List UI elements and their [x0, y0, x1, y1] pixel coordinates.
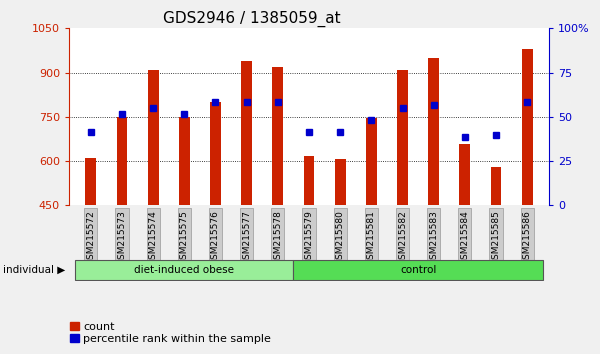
Bar — [460, 144, 470, 205]
Bar — [210, 102, 221, 205]
Bar — [272, 67, 283, 205]
Bar — [335, 159, 346, 205]
Bar — [522, 49, 533, 205]
Text: GDS2946 / 1385059_at: GDS2946 / 1385059_at — [163, 11, 341, 27]
Bar — [85, 158, 96, 205]
Bar — [428, 58, 439, 205]
Bar — [366, 118, 377, 205]
Bar — [304, 156, 314, 205]
FancyBboxPatch shape — [293, 259, 543, 280]
Legend: count, percentile rank within the sample: count, percentile rank within the sample — [65, 317, 275, 348]
Text: diet-induced obese: diet-induced obese — [134, 265, 235, 275]
Text: control: control — [400, 265, 436, 275]
Text: individual ▶: individual ▶ — [3, 265, 65, 275]
Bar — [179, 118, 190, 205]
Bar — [148, 70, 158, 205]
Bar — [241, 61, 252, 205]
Bar — [116, 118, 127, 205]
FancyBboxPatch shape — [75, 259, 293, 280]
Bar — [397, 70, 408, 205]
Bar — [491, 167, 502, 205]
